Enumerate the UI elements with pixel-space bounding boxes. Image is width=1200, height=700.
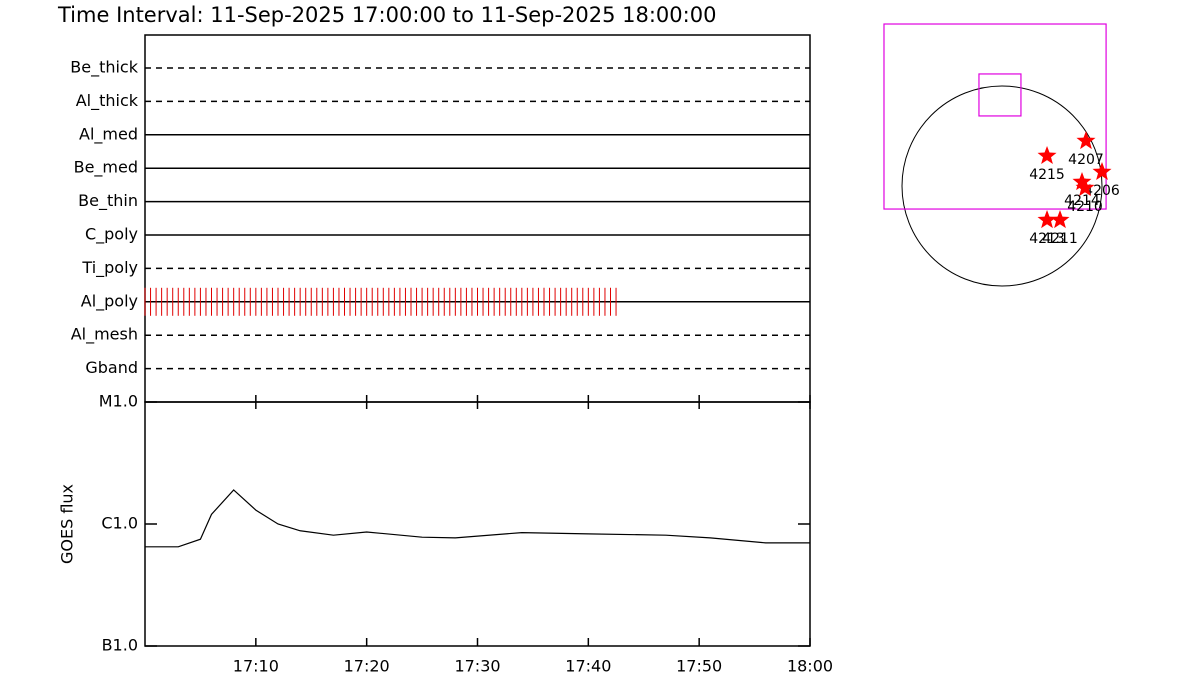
filter-label: Ti_poly [81,258,138,278]
active-region [1075,177,1095,197]
filter-label: Be_thin [78,191,138,211]
active-region-label: 4213 [1029,231,1065,247]
filter-label: Gband [85,358,138,377]
field-of-view [883,23,1107,210]
y-tick-label: B1.0 [102,636,138,655]
panel-frame [144,401,811,647]
active-region [1076,130,1096,150]
active-region-label: 4214 [1064,193,1100,209]
solar-disk [901,85,1103,287]
active-region [1092,161,1112,181]
y-axis-label: GOES flux [58,484,77,564]
active-region [1037,145,1057,165]
x-tick-label: 18:00 [787,657,833,676]
filter-label: Al_poly [81,291,138,311]
y-tick-label: C1.0 [101,514,138,533]
x-tick-label: 17:20 [344,657,390,676]
filter-label: Al_mesh [71,325,138,345]
title: Time Interval: 11-Sep-2025 17:00:00 to 1… [57,3,716,27]
goes-line [145,489,810,548]
active-region-label: 4207 [1068,152,1104,168]
filter-label: C_poly [85,225,138,245]
active-region [1037,210,1057,229]
pointing-box [978,73,1022,117]
x-tick-label: 17:30 [454,657,500,676]
active-region-label: 4215 [1029,167,1065,183]
x-tick-label: 17:50 [676,657,722,676]
active-region-label: 4210 [1067,199,1103,215]
active-region [1050,210,1070,229]
filter-label: Be_med [74,158,138,178]
filter-label: Al_med [79,124,138,144]
active-region [1072,172,1092,191]
active-region-label: 4206 [1084,183,1120,199]
x-tick-label: 17:10 [233,657,279,676]
x-tick-label: 17:40 [565,657,611,676]
panel-frame [144,34,811,403]
filter-label: Al_thick [76,91,139,111]
filter-label: Be_thick [70,58,138,78]
y-tick-label: M1.0 [99,392,138,411]
active-region-label: 4211 [1042,231,1078,247]
